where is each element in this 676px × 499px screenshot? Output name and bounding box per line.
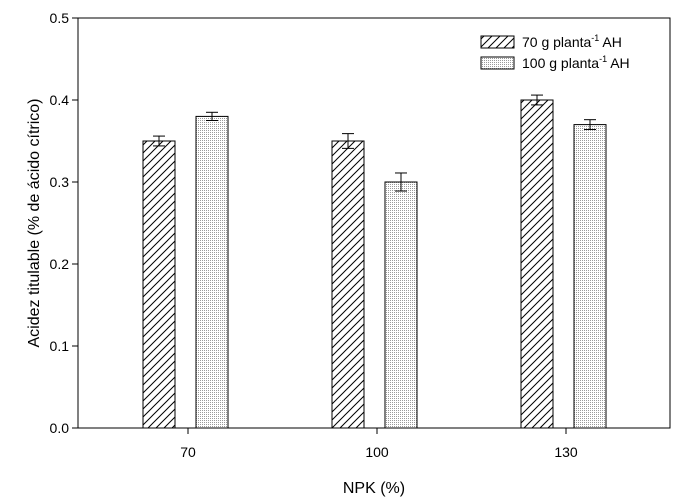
legend-label-series-2: 100 g planta (522, 55, 599, 71)
legend-label-series-1: 70 g planta (522, 34, 591, 50)
bars-layer (142, 99, 607, 429)
legend-swatch-series-1 (480, 35, 515, 49)
legend: 70 g planta-1 AH 100 g planta-1 AH (480, 33, 630, 71)
legend-tail-series-1: AH (599, 34, 622, 50)
legend-tail-series-2: AH (607, 55, 630, 71)
svg-text:100 g planta-1 AH: 100 g planta-1 AH (522, 54, 630, 71)
y-axis-title: Acidez titulable (% de ácido cítrico) (26, 99, 43, 348)
error-bar-series-1-cat-70 (153, 135, 165, 147)
legend-entry-series-2: 100 g planta-1 AH (480, 54, 630, 71)
x-axis-title: NPK (%) (343, 480, 405, 497)
y-tick-label: 0.3 (50, 174, 70, 190)
y-tick-label: 0.0 (50, 420, 70, 436)
bar-series-1-cat-100 (331, 140, 365, 429)
x-axis: 70 100 130 (180, 428, 578, 460)
x-tick-label: 70 (180, 444, 196, 460)
bar-series-2-cat-70 (195, 115, 229, 429)
y-tick-label: 0.2 (50, 256, 70, 272)
legend-sup-series-1: -1 (591, 33, 599, 43)
legend-entry-series-1: 70 g planta-1 AH (480, 33, 622, 50)
bar-series-2-cat-130 (573, 124, 607, 429)
y-tick-label: 0.1 (50, 338, 70, 354)
bar-series-2-cat-100 (384, 181, 418, 429)
svg-text:70 g planta-1 AH: 70 g planta-1 AH (522, 33, 622, 50)
y-tick-label: 0.5 (50, 10, 70, 26)
error-bar-series-2-cat-100 (395, 172, 407, 192)
y-tick-label: 0.4 (50, 92, 70, 108)
y-axis: 0.0 0.1 0.2 0.3 0.4 0.5 (50, 10, 78, 436)
plot-frame (77, 17, 671, 429)
x-tick-label: 130 (554, 444, 578, 460)
error-bar-series-2-cat-70 (206, 111, 218, 121)
x-tick-label: 100 (365, 444, 389, 460)
error-bar-series-1-cat-130 (531, 94, 543, 106)
legend-sup-series-2: -1 (599, 54, 607, 64)
bar-series-1-cat-130 (520, 99, 554, 429)
bar-series-1-cat-70 (142, 140, 176, 429)
legend-swatch-series-2 (480, 56, 515, 70)
error-bars-layer (153, 94, 596, 192)
error-bar-series-2-cat-130 (584, 119, 596, 131)
error-bar-series-1-cat-100 (342, 133, 354, 149)
